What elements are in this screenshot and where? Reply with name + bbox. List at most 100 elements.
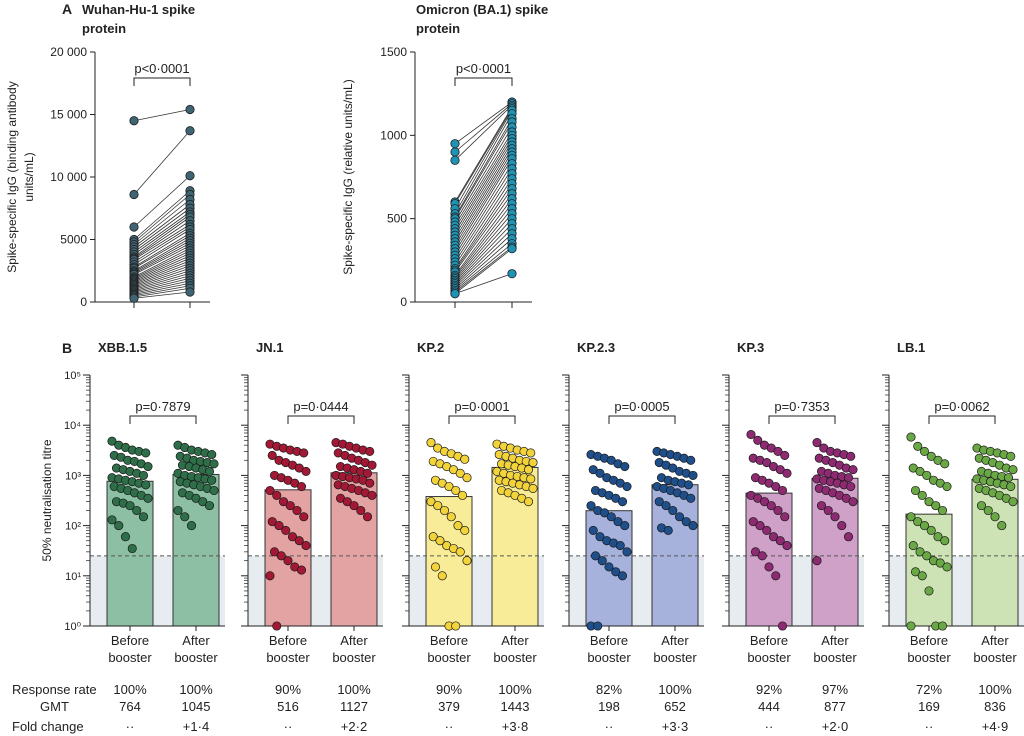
data-point-after [674, 512, 685, 522]
panel-title-text: Omicron (BA.1) spike protein [416, 2, 548, 36]
pair-line [454, 213, 513, 281]
data-point-after [186, 521, 197, 531]
data-point-after [823, 505, 833, 516]
data-point-after [209, 459, 219, 469]
data-point-before [132, 505, 142, 516]
category-label: After booster [973, 633, 1017, 665]
pair-line [454, 168, 513, 259]
data-point-after [843, 473, 854, 483]
pair-line [133, 265, 191, 287]
pair-line [133, 175, 191, 228]
data-point-before [451, 621, 461, 631]
data-point-before [114, 521, 124, 531]
data-point-before [267, 517, 277, 527]
category-label: After booster [813, 633, 857, 665]
pair-line [454, 163, 513, 256]
data-point-before [462, 556, 472, 566]
data-point-after [342, 497, 352, 507]
data-point-after [528, 483, 538, 493]
p-bracket [454, 77, 513, 86]
response-rate-value: 82% [596, 682, 622, 697]
pair-line [133, 287, 191, 298]
fold-change-value: +3·3 [662, 719, 688, 734]
data-point-before [141, 448, 151, 458]
pair-line [133, 232, 191, 268]
pair-line [454, 208, 513, 279]
p-value-label: p=0·0062 [934, 399, 989, 414]
data-point-after [654, 497, 664, 507]
data-point-before [107, 436, 117, 446]
data-point-after [688, 470, 698, 480]
data-point-before [450, 147, 460, 157]
category-label: Before booster [108, 633, 152, 665]
y-tick-label: 20 000 [50, 45, 87, 59]
pair-line [454, 246, 513, 293]
data-point-before [294, 536, 304, 546]
y-tick-label: 15 000 [50, 108, 87, 122]
response-rate-value: 97% [822, 682, 848, 697]
data-point-before [433, 501, 443, 511]
pair-line [454, 155, 513, 249]
data-point-before [942, 481, 952, 492]
data-point-after [683, 480, 694, 490]
data-point-before [595, 532, 605, 542]
response-rate-value: 92% [756, 682, 782, 697]
p-value-label: p=0·0444 [293, 399, 348, 414]
data-point-after [185, 126, 195, 136]
data-point-before [444, 481, 454, 492]
p-value-label: p=0·0001 [454, 399, 509, 414]
response-rate-value: 100% [337, 682, 371, 697]
gmt-value: 516 [277, 699, 299, 714]
data-point-after [365, 478, 375, 488]
data-point-before [296, 565, 307, 575]
category-label: Before booster [907, 633, 951, 665]
data-point-before [919, 521, 930, 531]
p-value-label: p=0·7353 [774, 399, 829, 414]
category-label: After booster [653, 633, 697, 665]
data-point-before [782, 468, 792, 478]
gmt-value: 1443 [501, 699, 530, 714]
response-rate-value: 100% [978, 682, 1012, 697]
pair-line [454, 141, 513, 236]
data-point-after [848, 465, 858, 475]
significance-bracket: p<0·0001 [133, 61, 191, 86]
data-point-before [292, 505, 302, 516]
significance-bracket: p=0·7879 [129, 399, 197, 424]
data-point-before [301, 541, 311, 551]
pair-line [454, 193, 513, 273]
data-point-before [141, 480, 151, 490]
data-point-before [428, 532, 438, 542]
data-point-before [588, 525, 598, 536]
data-point-before [910, 485, 921, 496]
panel-title: Wuhan-Hu-1 spike protein [82, 2, 195, 36]
pair-line [133, 190, 191, 240]
p-bracket [129, 415, 197, 424]
data-point-before [435, 536, 445, 546]
pair-line [133, 235, 191, 269]
data-point-after [990, 512, 1000, 522]
data-point-before [940, 459, 950, 469]
data-point-before [446, 512, 456, 522]
significance-bracket: p=0·0001 [448, 399, 516, 424]
data-point-before [593, 621, 603, 631]
data-point-before [766, 501, 776, 511]
pair-line [454, 233, 513, 288]
pair-line [454, 223, 513, 284]
fold-change-value: +1·4 [183, 719, 209, 734]
data-point-after [812, 556, 822, 566]
data-point-before [915, 547, 925, 557]
y-axis-label: Spike-specific IgG (binding antibody unit… [5, 81, 36, 272]
pair-line [133, 291, 191, 299]
pair-line [454, 101, 513, 144]
data-point-before [913, 441, 923, 451]
fold-change-value: ·· [925, 719, 934, 734]
row-label-gmt: GMT [40, 699, 69, 714]
data-point-before [768, 532, 779, 542]
pair-line [133, 229, 191, 265]
pair-line [133, 282, 191, 295]
data-point-before [617, 497, 628, 507]
data-point-after [1008, 497, 1018, 507]
pair-line [133, 247, 191, 278]
data-point-before [287, 532, 298, 542]
paired-panel-0: Wuhan-Hu-1 spike protein 0 5000 10 000 15 000… [5, 2, 210, 309]
